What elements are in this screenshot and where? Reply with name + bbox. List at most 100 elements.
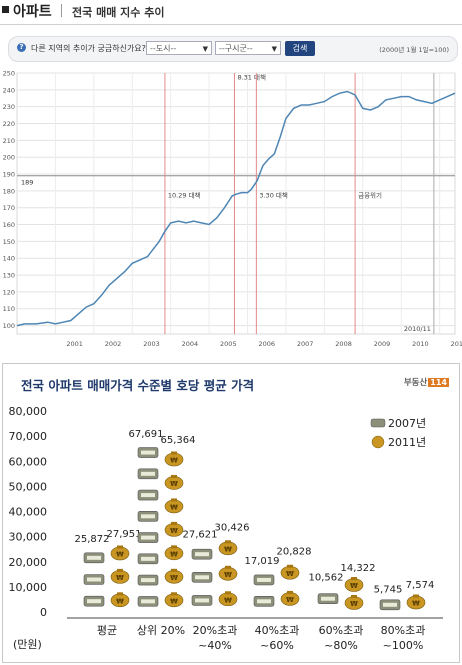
bar-2007 [253,574,275,607]
data-label: 20,828 [277,547,312,558]
money-bag-symbol: ₩ [224,545,232,553]
money-bag-neck [171,568,177,572]
money-bag-neck [117,592,123,596]
money-bag-symbol: ₩ [170,480,178,488]
region-search-bar: ? 다른 지역의 추이가 궁금하신가요? --도시-- ▼ --구시군-- ▼ … [8,36,458,62]
x-tick-label: 2011 [451,340,462,348]
y-tick-label: 30,000 [9,531,48,544]
money-bag-symbol: ₩ [350,582,358,590]
money-bag-symbol: ₩ [116,574,124,582]
category-label-line2: ~80% [324,639,358,652]
money-stack-band [141,599,155,604]
price-level-bar-chart: 0 10,000 20,000 30,000 40,000 50,000 60,000 70,… [9,405,443,652]
money-stack-band [141,514,155,519]
money-bag-neck [171,545,177,549]
y-tick-label: 50,000 [9,480,48,493]
question-icon: ? [17,43,26,52]
money-bag-neck [117,545,123,549]
title-divider [61,4,62,17]
city-select[interactable]: --도시-- ▼ [146,41,212,55]
money-bag-neck [287,564,293,568]
x-tick-label: 2009 [374,340,391,348]
money-bag-neck [351,595,357,599]
money-bag-symbol: ₩ [224,596,232,604]
money-bag-neck [225,565,231,569]
y-tick-label: 120 [3,288,15,296]
y-tick-label: 160 [3,221,15,229]
money-bag-neck [171,451,177,455]
bar-2011: ₩₩ [344,577,364,610]
header-divider [0,24,462,25]
money-stack-band [195,575,209,580]
legend-label-2011: 2011년 [388,436,426,449]
money-bag-neck [171,592,177,596]
search-button[interactable]: 검색 [285,41,315,56]
event-marker-label: 금융위기 [358,191,382,200]
money-stack-band [257,599,271,604]
brand-logo: 부동산 114 [404,376,449,388]
bar-2007 [379,599,401,611]
x-tick-label: 2007 [297,340,314,348]
data-label: 10,562 [309,572,344,583]
data-label: 5,745 [374,585,403,596]
legend-label-2007: 2007년 [388,417,426,430]
bar-2007 [191,548,213,606]
legend: 2007년 2011년 [370,417,426,449]
brand-logo-text: 부동산 [403,378,428,388]
y-tick-label: 200 [3,154,15,162]
category-label-line2: ~40% [198,639,232,652]
reference-line-label: 189 [21,179,33,187]
data-label: 17,019 [245,556,280,567]
brand-logo-badge: 114 [428,378,449,387]
money-stack-band [195,598,209,603]
page-title: 아파트 [13,4,52,20]
data-label: 30,426 [215,523,250,534]
money-bag-symbol: ₩ [116,597,124,605]
y-tick-label: 0 [40,606,47,619]
category-label: 40%초과 [255,624,300,637]
money-stack-band [87,555,101,560]
x-tick-label: 2010 [412,340,429,348]
y-tick-label: 80,000 [9,405,48,418]
data-label: 67,691 [129,429,164,440]
money-bag-symbol: ₩ [170,457,178,465]
category-label: 80%초과 [381,624,426,637]
bar-2011: ₩ [406,594,426,610]
money-stack-band [141,471,155,476]
x-tick-label: 2004 [182,340,199,348]
event-marker-label: 3.30 대책 [259,191,288,200]
money-stack-band [141,535,155,540]
money-bag-symbol: ₩ [170,597,178,605]
money-bag-neck [171,498,177,502]
bar-2007 [83,552,105,607]
page-header: 아파트 전국 매매 지수 추이 [0,0,462,24]
y-tick-label: 230 [3,103,15,111]
index-series-line [16,90,456,327]
data-label: 7,574 [406,580,435,591]
money-bag-neck [225,591,231,595]
index-base-note: (2000년 1월 1일=100) [379,46,449,54]
category-label: 평균 [97,624,117,637]
money-bag-neck [287,590,293,594]
y-tick-label: 150 [3,238,15,246]
money-bag-neck [225,540,231,544]
y-tick-label: 10,000 [9,581,48,594]
money-bag-symbol: ₩ [116,550,124,558]
money-bag-symbol: ₩ [170,574,178,582]
money-bag-symbol: ₩ [412,599,420,607]
y-tick-label: 180 [3,187,15,195]
money-stack-band [87,599,101,604]
money-stack-band [383,602,397,607]
district-select[interactable]: --구시군-- ▼ [215,41,281,55]
event-marker-label: 10.29 대책 [168,191,201,200]
bar-chart-title: 전국 아파트 매매가격 수준별 호당 평균 가격 [21,378,255,393]
money-stack-band [87,577,101,582]
region-question-label: 다른 지역의 추이가 궁금하신가요? [31,44,146,53]
data-label: 14,322 [341,563,376,574]
category-label-line2: ~60% [260,639,294,652]
y-tick-label: 240 [3,86,15,94]
money-stack-band [321,596,335,601]
money-bag-symbol: ₩ [224,571,232,579]
district-select-value: --구시군-- [219,44,253,53]
y-tick-label: 130 [3,272,15,280]
